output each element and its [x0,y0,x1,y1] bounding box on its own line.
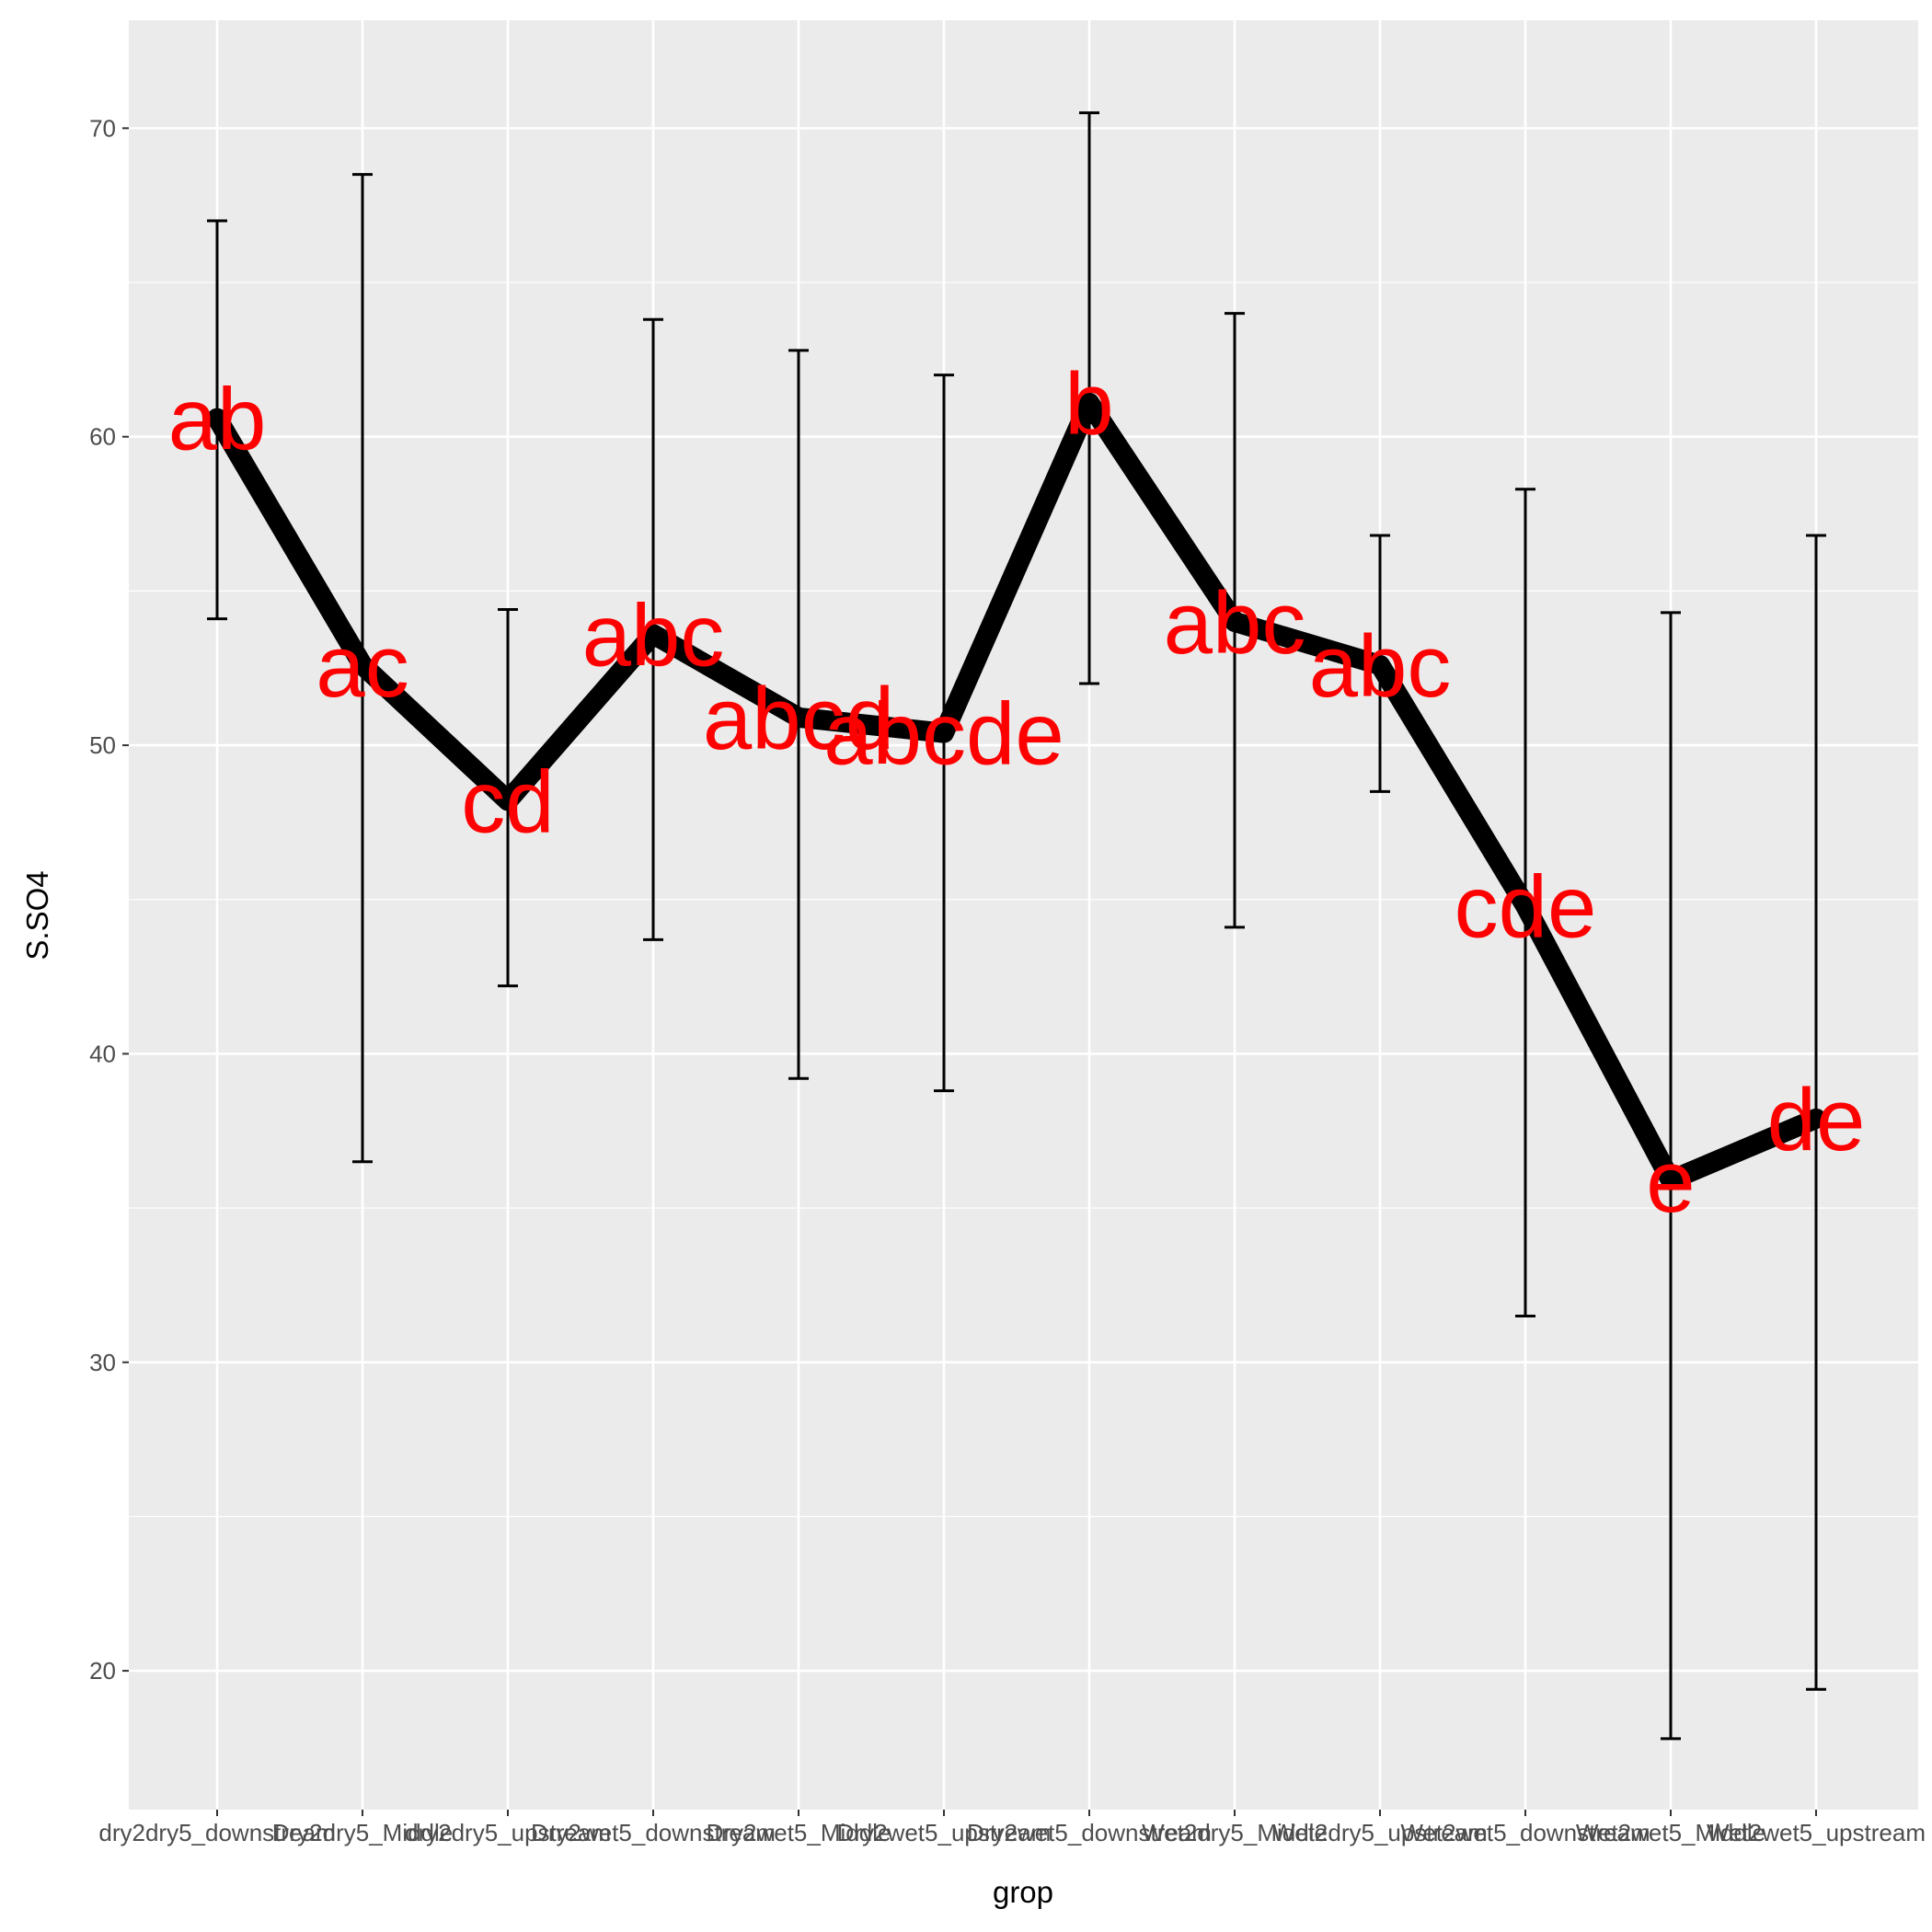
data-label: de [1767,1071,1866,1169]
x-tick-label: dry2dry5_upstream [405,1819,611,1846]
data-label: b [1064,355,1113,454]
x-tick-label: Dry2wet5_Middle [707,1819,891,1846]
x-tick-label: Dry2wet5_downstream [967,1819,1212,1846]
x-tick-label: Dry2wet5_upstream [837,1819,1052,1846]
data-label: abc [582,586,725,684]
x-tick-label: dry2dry5_downstream [98,1819,335,1846]
x-tick-label: Wet2wet5_Middle [1576,1819,1765,1846]
series-line [207,392,1826,1190]
x-tick-label: Dry2wet5_downstream [531,1819,776,1846]
y-tick-label: 60 [89,423,116,451]
x-tick-label: Wet2wet5_upstream [1707,1819,1926,1846]
data-label: e [1646,1133,1695,1231]
data-label: ab [168,371,267,469]
data-label: abc [1164,574,1306,673]
y-tick-label: 20 [89,1657,116,1685]
data-label: abc [1309,617,1452,716]
x-tick-label: Dry2dry5_Middle [272,1819,454,1846]
y-tick-label: 40 [89,1040,116,1067]
y-tick-label: 50 [89,731,116,759]
series-line-path [207,392,1826,1190]
data-label: cde [1455,857,1597,956]
data-label: ac [316,617,408,716]
y-axis-title: S.SO4 [20,870,54,960]
x-tick-label: Wet2dry5_upstream [1272,1819,1488,1846]
data-label: abcd [703,670,894,768]
y-tick-label: 70 [89,114,116,142]
x-tick-label: Wet2wet5_downstream [1400,1819,1650,1846]
y-tick-label: 30 [89,1349,116,1376]
x-tick-label: Wet2dry5_Middle [1142,1819,1328,1846]
plot-panel [129,20,1918,1810]
data-label: cd [461,753,554,851]
axes: 20 30 40 50 60 70 dry2dry5_downstreamDry2dry5_… [89,114,1926,1846]
x-axis-title: grop [993,1875,1053,1909]
data-label: abcde [823,685,1064,784]
